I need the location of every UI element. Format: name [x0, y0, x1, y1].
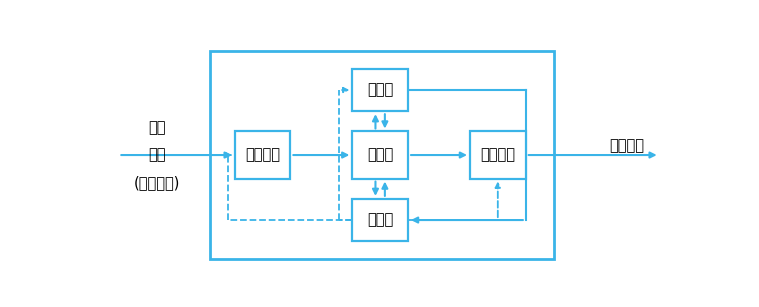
Text: 输出设备: 输出设备 — [480, 148, 515, 162]
Bar — [352, 69, 408, 111]
Bar — [235, 131, 291, 179]
Text: (计算步骤): (计算步骤) — [134, 175, 180, 190]
Text: 存储器: 存储器 — [367, 83, 393, 98]
Text: 计算结果: 计算结果 — [609, 138, 644, 153]
Text: 输入设备: 输入设备 — [245, 148, 280, 162]
Text: 运算器: 运算器 — [367, 148, 393, 162]
Text: 控制器: 控制器 — [367, 212, 393, 227]
Bar — [352, 199, 408, 241]
Bar — [209, 51, 554, 259]
Text: 数据: 数据 — [148, 120, 165, 135]
Bar — [470, 131, 526, 179]
Text: 程序: 程序 — [148, 148, 165, 162]
Bar — [352, 131, 408, 179]
